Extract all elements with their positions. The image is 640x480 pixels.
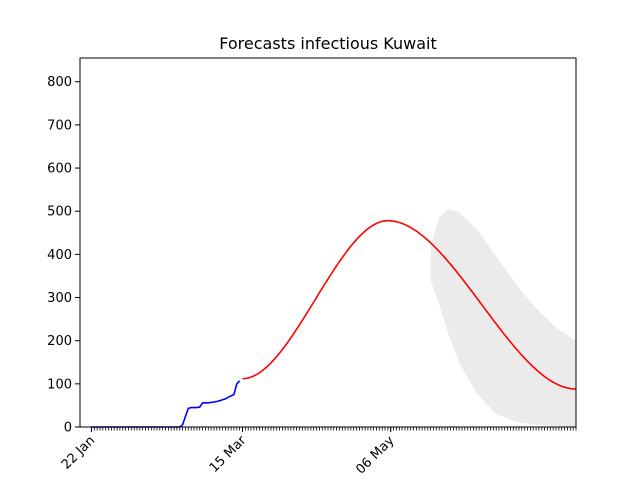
y-tick-label: 300 [47,291,72,306]
y-tick-label: 500 [47,205,72,220]
y-tick-label: 200 [47,334,72,349]
y-tick-label: 400 [47,248,72,263]
y-tick-label: 0 [64,421,72,436]
y-tick-label: 100 [47,377,72,392]
y-tick-label: 800 [47,75,72,90]
forecast-line [242,219,576,390]
chart-title: Forecasts infectious Kuwait [219,34,437,53]
y-tick-label: 600 [47,162,72,177]
y-tick-label: 700 [47,118,72,133]
